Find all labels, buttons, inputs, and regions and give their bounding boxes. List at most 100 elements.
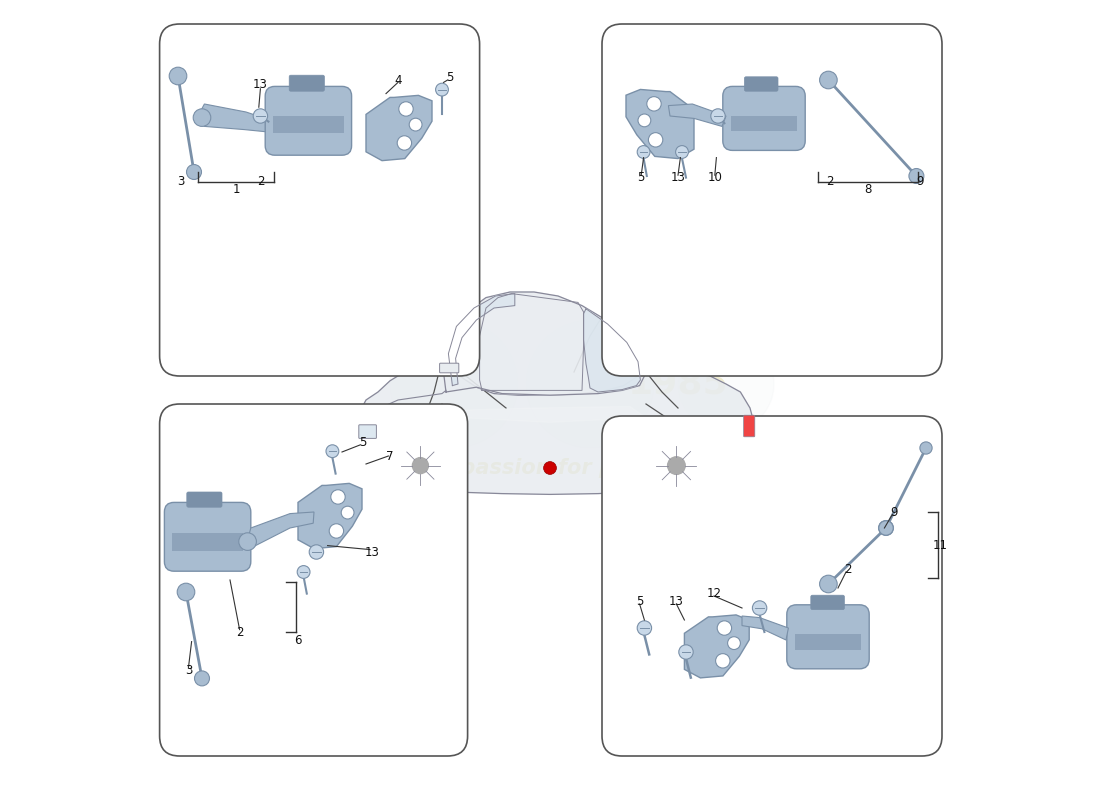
Bar bbox=[730, 115, 798, 131]
Circle shape bbox=[412, 458, 428, 474]
FancyBboxPatch shape bbox=[744, 415, 755, 437]
Text: 9: 9 bbox=[916, 175, 923, 188]
Circle shape bbox=[436, 83, 449, 96]
Text: 5: 5 bbox=[359, 436, 366, 449]
FancyBboxPatch shape bbox=[265, 86, 352, 155]
Circle shape bbox=[297, 566, 310, 578]
Polygon shape bbox=[248, 512, 314, 547]
Text: 2: 2 bbox=[826, 175, 834, 188]
Circle shape bbox=[727, 637, 740, 650]
Circle shape bbox=[647, 97, 661, 111]
Text: 13: 13 bbox=[253, 78, 267, 91]
Circle shape bbox=[879, 521, 893, 535]
Text: 9: 9 bbox=[890, 506, 898, 518]
Circle shape bbox=[194, 109, 211, 126]
Polygon shape bbox=[626, 90, 694, 158]
Text: 1: 1 bbox=[233, 183, 240, 196]
Bar bbox=[795, 634, 861, 650]
Polygon shape bbox=[684, 615, 749, 678]
Circle shape bbox=[637, 146, 650, 158]
Circle shape bbox=[329, 524, 343, 538]
Circle shape bbox=[309, 545, 323, 559]
Circle shape bbox=[679, 645, 693, 659]
Circle shape bbox=[187, 165, 201, 179]
Circle shape bbox=[820, 71, 837, 89]
Circle shape bbox=[909, 169, 924, 183]
FancyBboxPatch shape bbox=[289, 75, 324, 91]
Circle shape bbox=[253, 109, 267, 123]
FancyBboxPatch shape bbox=[602, 24, 942, 376]
Text: 8: 8 bbox=[864, 183, 871, 196]
Circle shape bbox=[397, 136, 411, 150]
Circle shape bbox=[668, 457, 685, 474]
Polygon shape bbox=[298, 483, 362, 549]
Text: 3: 3 bbox=[177, 175, 184, 188]
Circle shape bbox=[642, 432, 710, 499]
FancyBboxPatch shape bbox=[160, 404, 468, 756]
Circle shape bbox=[169, 67, 187, 85]
Text: 2: 2 bbox=[235, 626, 243, 638]
Text: 3: 3 bbox=[185, 664, 192, 677]
FancyBboxPatch shape bbox=[602, 416, 942, 756]
Bar bbox=[273, 116, 343, 134]
Circle shape bbox=[409, 118, 422, 131]
Text: 1985: 1985 bbox=[628, 367, 728, 401]
Text: 11: 11 bbox=[933, 539, 948, 552]
Text: a passion for parts: a passion for parts bbox=[439, 458, 661, 478]
Circle shape bbox=[195, 671, 209, 686]
Polygon shape bbox=[584, 309, 640, 392]
Polygon shape bbox=[442, 292, 645, 395]
FancyBboxPatch shape bbox=[786, 605, 869, 669]
Circle shape bbox=[400, 446, 440, 486]
Circle shape bbox=[879, 521, 893, 535]
FancyBboxPatch shape bbox=[187, 492, 222, 507]
FancyBboxPatch shape bbox=[811, 595, 845, 610]
FancyBboxPatch shape bbox=[745, 77, 778, 91]
Circle shape bbox=[341, 506, 354, 519]
Text: 13: 13 bbox=[671, 171, 685, 184]
Polygon shape bbox=[356, 368, 757, 494]
Text: 10: 10 bbox=[707, 171, 723, 184]
Circle shape bbox=[543, 462, 557, 474]
FancyBboxPatch shape bbox=[723, 86, 805, 150]
Polygon shape bbox=[742, 616, 789, 640]
Bar bbox=[173, 533, 243, 550]
Circle shape bbox=[656, 445, 697, 486]
Text: 2: 2 bbox=[256, 175, 264, 188]
Text: 5: 5 bbox=[636, 595, 644, 608]
Circle shape bbox=[752, 601, 767, 615]
Circle shape bbox=[326, 445, 339, 458]
FancyBboxPatch shape bbox=[440, 363, 459, 373]
Text: 13: 13 bbox=[669, 595, 684, 608]
Text: 6: 6 bbox=[295, 634, 301, 646]
Circle shape bbox=[716, 654, 730, 668]
Polygon shape bbox=[449, 294, 515, 386]
Circle shape bbox=[638, 114, 651, 127]
Circle shape bbox=[390, 320, 518, 448]
Text: 7: 7 bbox=[386, 450, 394, 462]
Circle shape bbox=[675, 146, 689, 158]
Text: 2: 2 bbox=[844, 563, 851, 576]
Circle shape bbox=[177, 583, 195, 601]
Circle shape bbox=[239, 533, 256, 550]
Circle shape bbox=[820, 575, 837, 593]
FancyBboxPatch shape bbox=[160, 24, 480, 376]
FancyBboxPatch shape bbox=[164, 502, 251, 571]
Text: 5: 5 bbox=[638, 171, 645, 184]
Circle shape bbox=[648, 133, 663, 147]
Text: 13: 13 bbox=[365, 546, 380, 558]
Circle shape bbox=[678, 336, 774, 432]
Text: 12: 12 bbox=[706, 587, 722, 600]
Polygon shape bbox=[669, 104, 726, 126]
Circle shape bbox=[637, 621, 651, 635]
Circle shape bbox=[711, 109, 725, 123]
Polygon shape bbox=[198, 104, 270, 132]
Circle shape bbox=[388, 434, 452, 498]
Circle shape bbox=[920, 442, 932, 454]
Circle shape bbox=[717, 621, 732, 635]
Circle shape bbox=[526, 320, 654, 448]
Text: 5: 5 bbox=[447, 71, 453, 84]
Polygon shape bbox=[366, 95, 432, 161]
Circle shape bbox=[399, 102, 414, 116]
FancyBboxPatch shape bbox=[359, 425, 376, 438]
